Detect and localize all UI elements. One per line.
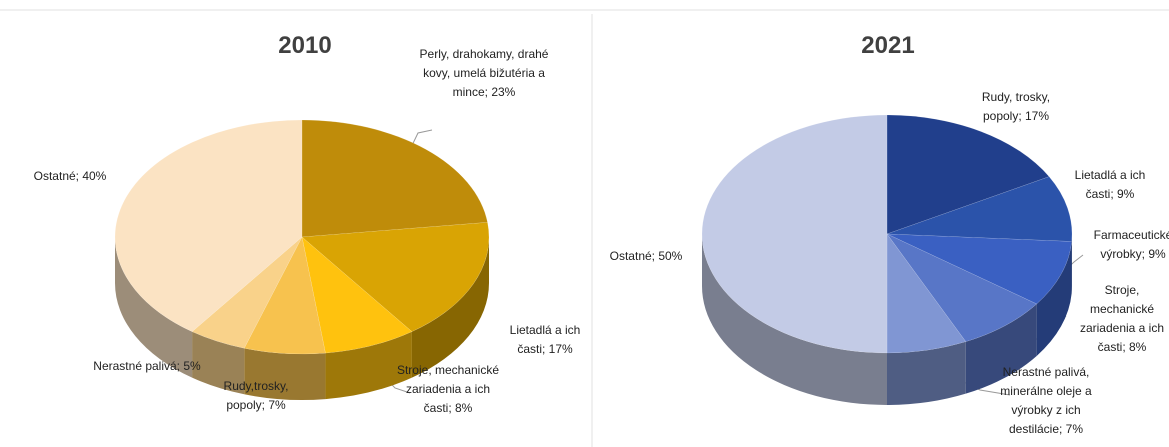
slice-side	[411, 237, 489, 378]
pie-slice	[301, 222, 490, 378]
slice-top	[886, 233, 1038, 342]
pie-slice	[886, 233, 1038, 394]
data-label: Lietadlá a ich časti; 17%	[509, 323, 581, 356]
pie-slice	[886, 233, 967, 405]
slice-side	[1036, 241, 1072, 356]
slice-side	[244, 348, 326, 401]
pie-slice	[301, 119, 488, 238]
slice-top	[301, 119, 488, 238]
chart-title: 2021	[861, 32, 915, 59]
pie-slice	[114, 119, 303, 378]
data-label: Nerastné palivá, minerálne oleje a výrob…	[1000, 365, 1092, 436]
slice-top	[886, 233, 967, 354]
slice-top	[243, 236, 326, 355]
data-label: Ostatné; 50%	[609, 249, 683, 263]
pie-slice	[886, 233, 1072, 356]
pie-slice	[886, 176, 1073, 294]
data-label: Rudy,trosky, popoly; 7%	[223, 379, 289, 412]
data-label: Lietadlá a ich časti; 9%	[1074, 168, 1146, 201]
slice-top	[114, 119, 303, 332]
data-label: Nerastné palivá; 5%	[93, 359, 201, 373]
pie-slice	[886, 114, 1050, 235]
data-label: Stroje, mechanické zariadenia a ich čast…	[396, 363, 500, 415]
data-label: Ostatné; 40%	[33, 169, 107, 183]
pie-slice	[701, 114, 888, 405]
slice-side	[115, 237, 193, 378]
data-label: Farmaceutické výrobky; 9%	[1093, 228, 1169, 261]
data-label: Perly, drahokamy, drahé kovy, umelá bižu…	[419, 47, 549, 99]
slice-side	[702, 234, 887, 405]
slice-top	[886, 233, 1072, 305]
pie-slice	[301, 236, 413, 400]
chart-title: 2010	[278, 32, 332, 59]
slice-side	[887, 341, 966, 405]
slice-top	[191, 236, 303, 349]
pie-slice	[191, 236, 303, 395]
slice-side	[325, 331, 412, 400]
slice-top	[301, 236, 413, 354]
slice-top	[301, 222, 490, 332]
data-label: Rudy, trosky, popoly; 17%	[981, 90, 1051, 123]
data-label: Stroje, mechanické zariadenia a ich čast…	[1079, 283, 1165, 354]
slice-top	[886, 114, 1050, 235]
pie-slice	[243, 236, 326, 401]
slice-side	[965, 303, 1037, 394]
slice-side	[192, 331, 245, 395]
slice-top	[701, 114, 888, 354]
slice-top	[886, 176, 1073, 242]
